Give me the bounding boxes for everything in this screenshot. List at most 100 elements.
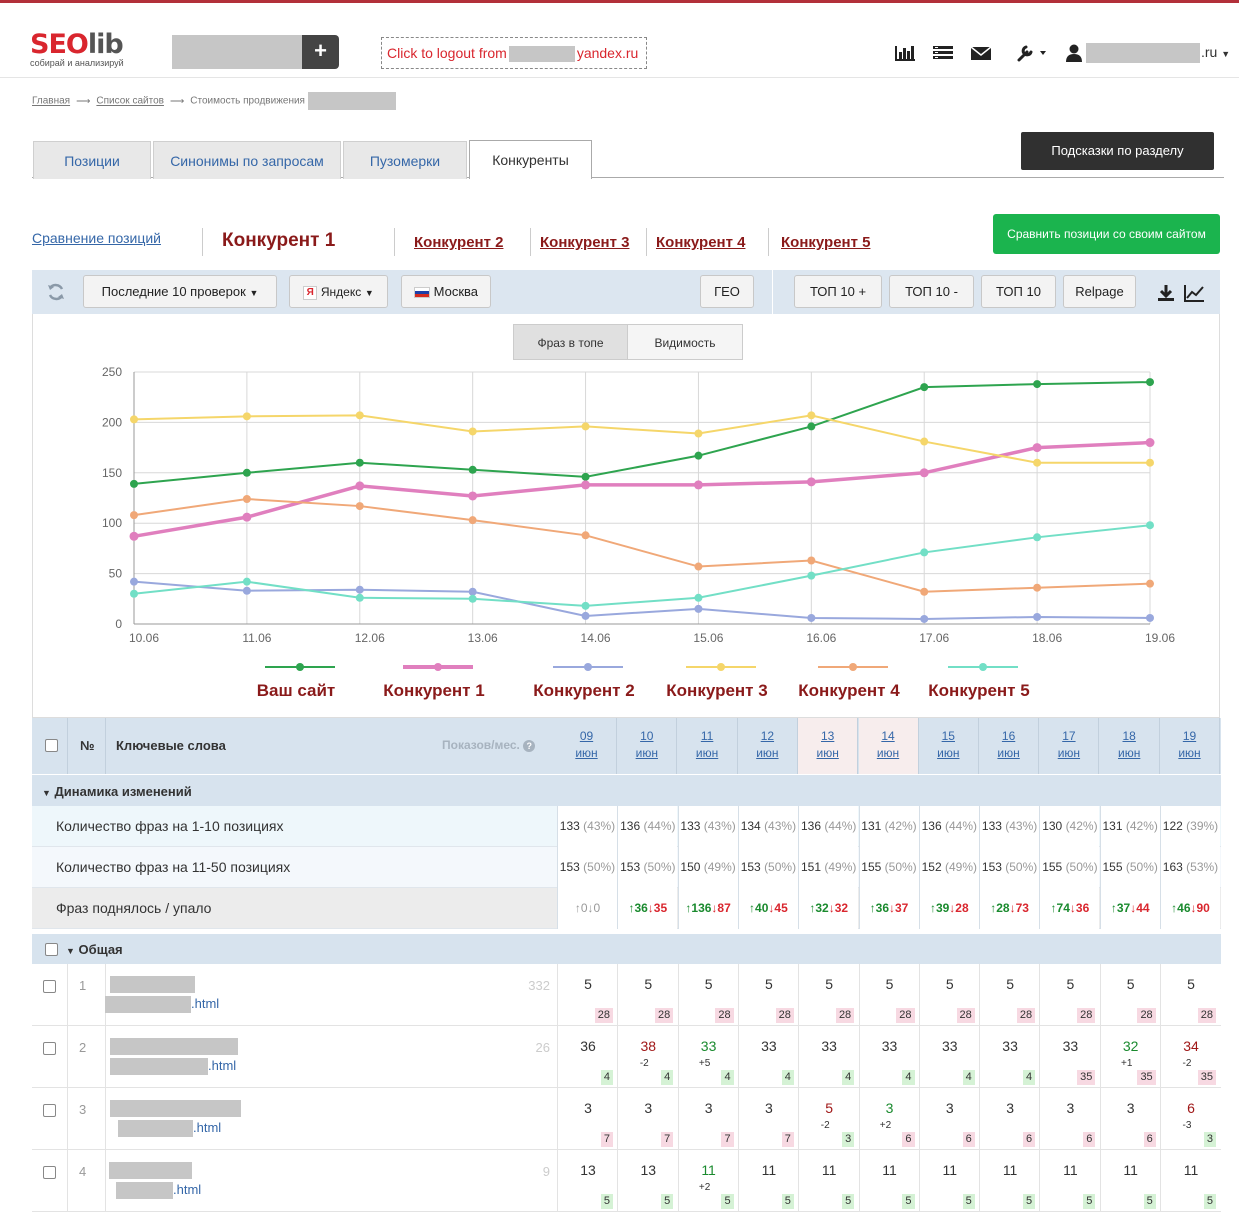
relevant-page-badge[interactable]: 7 <box>721 1132 734 1147</box>
keyword-redacted[interactable] <box>110 976 195 993</box>
row-checkbox[interactable] <box>43 1042 56 1055</box>
mail-icon[interactable] <box>970 43 992 63</box>
date-column-header[interactable]: 19 июн <box>1160 718 1220 774</box>
competitor-4-tab[interactable]: Конкурент 4 <box>656 234 746 251</box>
relevant-page-badge[interactable]: 5 <box>721 1194 734 1209</box>
date-column-header[interactable]: 09 июн <box>557 718 617 774</box>
relevant-page-badge[interactable]: 6 <box>1143 1132 1156 1147</box>
relevant-page-badge[interactable]: 5 <box>1203 1194 1216 1209</box>
relevant-page-badge[interactable]: 3 <box>1203 1132 1216 1147</box>
relevant-page-badge[interactable]: 28 <box>715 1008 734 1023</box>
bar-chart-icon[interactable] <box>893 43 917 63</box>
top10-minus-button[interactable]: ТОП 10 - <box>889 275 974 308</box>
date-column-header[interactable]: 17 июн <box>1039 718 1100 774</box>
date-column-header[interactable]: 15 июн <box>919 718 979 774</box>
geo-button[interactable]: ГЕО <box>700 275 754 308</box>
refresh-icon[interactable] <box>46 282 66 302</box>
relevant-page-badge[interactable]: 35 <box>1137 1070 1156 1085</box>
wrench-icon[interactable] <box>1016 43 1048 63</box>
date-column-header[interactable]: 16 июн <box>979 718 1040 774</box>
relevant-page-badge[interactable]: 3 <box>842 1132 855 1147</box>
user-icon[interactable] <box>1066 43 1084 63</box>
relevant-page-badge[interactable]: 5 <box>1143 1194 1156 1209</box>
date-column-header[interactable]: 13 июн <box>798 718 859 774</box>
add-site-button[interactable]: + <box>302 35 339 69</box>
row-checkbox[interactable] <box>43 980 56 993</box>
keyword-url[interactable]: .html <box>105 996 219 1014</box>
relevant-page-badge[interactable]: 7 <box>600 1132 613 1147</box>
relevant-page-badge[interactable]: 5 <box>842 1194 855 1209</box>
top10-plus-button[interactable]: ТОП 10 + <box>794 275 882 308</box>
relevant-page-badge[interactable]: 7 <box>781 1132 794 1147</box>
date-column-header[interactable]: 11 июн <box>678 718 738 774</box>
logout-link[interactable]: Click to logout from yandex.ru <box>381 37 647 69</box>
group-header[interactable]: ▼ Общая <box>32 934 1221 964</box>
row-checkbox[interactable] <box>43 1104 56 1117</box>
competitor-2-tab[interactable]: Конкурент 2 <box>414 234 504 251</box>
date-column-header[interactable]: 14 июн <box>858 718 919 774</box>
relevant-page-badge[interactable]: 5 <box>600 1194 613 1209</box>
question-icon[interactable]: ? <box>523 740 536 752</box>
relevant-page-badge[interactable]: 4 <box>600 1070 613 1085</box>
top10-button[interactable]: ТОП 10 <box>981 275 1056 308</box>
date-column-header[interactable]: 12 июн <box>738 718 798 774</box>
relevant-page-badge[interactable]: 28 <box>1137 1008 1156 1023</box>
relevant-page-badge[interactable]: 28 <box>775 1008 794 1023</box>
relevant-page-badge[interactable]: 28 <box>1016 1008 1036 1023</box>
relevant-page-badge[interactable]: 28 <box>835 1008 855 1023</box>
line-chart-icon[interactable] <box>1183 283 1205 303</box>
group-checkbox[interactable] <box>45 943 58 956</box>
tab-metrics[interactable]: Пузомерки <box>343 141 467 179</box>
username-redacted[interactable] <box>1086 43 1200 63</box>
relevant-page-badge[interactable]: 28 <box>956 1008 975 1023</box>
date-column-header[interactable]: 18 июн <box>1100 718 1160 774</box>
period-dropdown[interactable]: Последние 10 проверок ▼ <box>83 275 277 308</box>
tab-competitors[interactable]: Конкуренты <box>469 140 592 179</box>
logo[interactable]: SEOlib собирай и анализируй <box>30 31 124 68</box>
relevant-page-badge[interactable]: 4 <box>962 1070 975 1085</box>
relevant-page-badge[interactable]: 4 <box>842 1070 855 1085</box>
relevant-page-badge[interactable]: 4 <box>781 1070 794 1085</box>
relevant-page-badge[interactable]: 28 <box>896 1008 915 1023</box>
breadcrumb-home[interactable]: Главная <box>32 95 71 107</box>
competitor-1-tab[interactable]: Конкурент 1 <box>222 230 336 251</box>
relevant-page-badge[interactable]: 7 <box>661 1132 674 1147</box>
region-button[interactable]: Москва <box>401 275 491 308</box>
keyword-url[interactable]: .html <box>118 1120 221 1138</box>
section-hints-button[interactable]: Подсказки по разделу <box>1021 132 1214 170</box>
relevant-page-badge[interactable]: 6 <box>1022 1132 1036 1147</box>
relevant-page-badge[interactable]: 4 <box>661 1070 674 1085</box>
username-suffix[interactable]: .ru ▼ <box>1201 44 1230 60</box>
search-engine-dropdown[interactable]: Я Яндекс ▼ <box>289 275 388 308</box>
compare-positions-link[interactable]: Сравнение позиций <box>32 230 161 246</box>
row-checkbox[interactable] <box>43 1166 56 1179</box>
date-column-header[interactable]: 10 июн <box>617 718 678 774</box>
download-icon[interactable] <box>1156 283 1176 303</box>
list-icon[interactable] <box>932 43 954 63</box>
dynamics-header[interactable]: ▼ Динамика изменений <box>32 774 1221 806</box>
relevant-page-badge[interactable]: 35 <box>1077 1070 1096 1085</box>
relevant-page-badge[interactable]: 5 <box>902 1194 915 1209</box>
relevant-page-badge[interactable]: 28 <box>655 1008 674 1023</box>
relevant-page-badge[interactable]: 28 <box>594 1008 613 1023</box>
relevant-page-badge[interactable]: 35 <box>1197 1070 1216 1085</box>
relevant-page-badge[interactable]: 6 <box>962 1132 975 1147</box>
relevant-page-badge[interactable]: 28 <box>1077 1008 1096 1023</box>
col-keywords[interactable]: Ключевые слова <box>116 738 226 753</box>
site-selector[interactable] <box>172 35 303 69</box>
relevant-page-badge[interactable]: 5 <box>1083 1194 1096 1209</box>
relevant-page-badge[interactable]: 6 <box>902 1132 915 1147</box>
relevant-page-badge[interactable]: 5 <box>781 1194 794 1209</box>
relevant-page-badge[interactable]: 4 <box>721 1070 734 1085</box>
relevant-page-badge[interactable]: 5 <box>661 1194 674 1209</box>
relevant-page-badge[interactable]: 6 <box>1083 1132 1096 1147</box>
keyword-redacted[interactable] <box>110 1038 238 1055</box>
compare-with-own-site-button[interactable]: Сравнить позиции со своим сайтом <box>993 214 1220 254</box>
visibility-button[interactable]: Видимость <box>627 324 743 360</box>
select-all-checkbox[interactable] <box>45 739 58 752</box>
relevant-page-badge[interactable]: 5 <box>1022 1194 1036 1209</box>
relevant-page-badge[interactable]: 4 <box>1022 1070 1036 1085</box>
keyword-redacted[interactable] <box>109 1162 192 1179</box>
relevant-page-badge[interactable]: 4 <box>902 1070 915 1085</box>
competitor-5-tab[interactable]: Конкурент 5 <box>781 234 871 251</box>
